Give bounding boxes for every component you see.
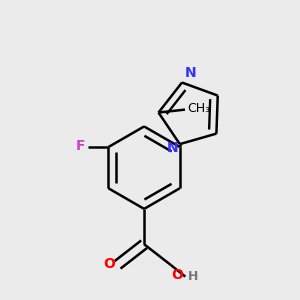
Text: F: F [75, 140, 85, 154]
Text: N: N [184, 66, 196, 80]
Text: N: N [167, 141, 178, 154]
Text: O: O [103, 257, 115, 271]
Text: O: O [171, 268, 183, 282]
Text: H: H [188, 269, 198, 283]
Text: CH₃: CH₃ [188, 102, 211, 115]
